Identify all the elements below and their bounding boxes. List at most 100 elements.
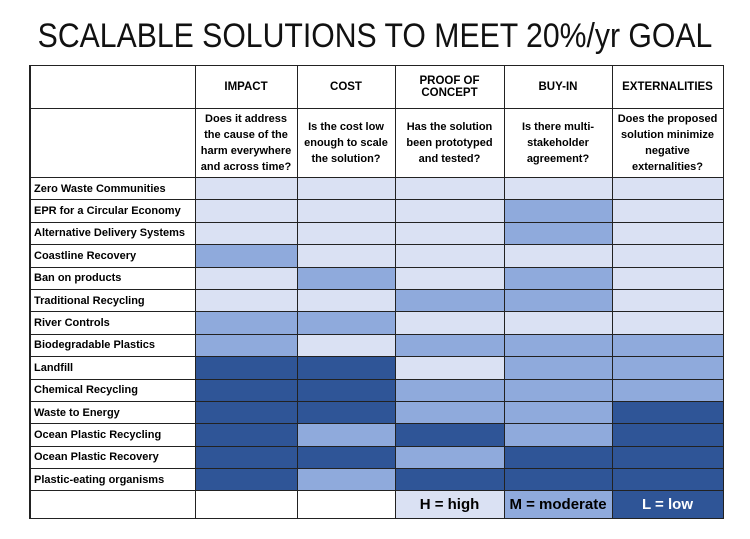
solutions-table: IMPACT COST PROOF OF CONCEPT BUY-IN EXTE… <box>29 65 724 520</box>
rating-cell-impact <box>194 423 298 447</box>
rating-cell-cost <box>296 311 396 335</box>
rating-cell-buy-in <box>503 311 613 335</box>
empty-header-cell <box>29 65 196 109</box>
rating-cell-proof-of-concept <box>394 199 505 223</box>
row-label: Plastic-eating organisms <box>29 468 196 492</box>
column-header: PROOF OF CONCEPT <box>394 65 505 109</box>
rating-cell-impact <box>194 176 298 201</box>
rating-cell-cost <box>296 400 396 425</box>
column-question: Has the solution been prototyped and tes… <box>394 108 505 178</box>
rating-cell-cost <box>296 378 396 402</box>
rating-cell-buy-in <box>503 400 613 425</box>
table-row: Biodegradable Plastics <box>29 333 724 358</box>
rating-cell-impact <box>194 244 298 268</box>
rating-cell-proof-of-concept <box>394 378 505 402</box>
table-row: EPR for a Circular Economy <box>29 199 724 223</box>
empty-header-cell <box>29 108 196 178</box>
rating-cell-externalities <box>611 468 724 492</box>
slide-title: SCALABLE SOLUTIONS TO MEET 20%/yr GOAL <box>37 17 713 55</box>
rating-cell-cost <box>296 221 396 246</box>
column-question: Does the proposed solution minimize nega… <box>611 108 724 178</box>
column-question: Does it address the cause of the harm ev… <box>194 108 298 178</box>
row-label: Ban on products <box>29 266 196 290</box>
rating-cell-cost <box>296 333 396 358</box>
table-row: Coastline Recovery <box>29 244 724 268</box>
rating-cell-impact <box>194 400 298 425</box>
rating-cell-buy-in <box>503 378 613 402</box>
table-row: Zero Waste Communities <box>29 176 724 201</box>
column-header: COST <box>296 65 396 109</box>
empty-cell <box>296 490 396 520</box>
rating-cell-buy-in <box>503 288 613 313</box>
column-question: Is the cost low enough to scale the solu… <box>296 108 396 178</box>
rating-cell-proof-of-concept <box>394 266 505 290</box>
rating-cell-impact <box>194 468 298 492</box>
row-label: Chemical Recycling <box>29 378 196 402</box>
rating-cell-impact <box>194 445 298 470</box>
rating-cell-externalities <box>611 176 724 201</box>
rating-cell-buy-in <box>503 356 613 380</box>
header-row: IMPACT COST PROOF OF CONCEPT BUY-IN EXTE… <box>29 65 724 109</box>
column-header: IMPACT <box>194 65 298 109</box>
table-row: River Controls <box>29 311 724 335</box>
rating-cell-externalities <box>611 423 724 447</box>
table-row: Chemical Recycling <box>29 378 724 402</box>
row-label: Zero Waste Communities <box>29 176 196 201</box>
rating-cell-externalities <box>611 199 724 223</box>
row-label: Landfill <box>29 356 196 380</box>
rating-cell-proof-of-concept <box>394 221 505 246</box>
rating-cell-proof-of-concept <box>394 356 505 380</box>
column-header: EXTERNALITIES <box>611 65 724 109</box>
rating-cell-impact <box>194 288 298 313</box>
table-row: Landfill <box>29 356 724 380</box>
rating-cell-impact <box>194 221 298 246</box>
rating-cell-externalities <box>611 400 724 425</box>
rating-cell-cost <box>296 468 396 492</box>
rating-cell-externalities <box>611 244 724 268</box>
rating-cell-proof-of-concept <box>394 244 505 268</box>
rating-cell-buy-in <box>503 221 613 246</box>
rating-cell-proof-of-concept <box>394 445 505 470</box>
row-label: Waste to Energy <box>29 400 196 425</box>
rating-cell-cost <box>296 266 396 290</box>
rating-cell-proof-of-concept <box>394 311 505 335</box>
rating-cell-buy-in <box>503 176 613 201</box>
rating-cell-cost <box>296 423 396 447</box>
column-header: BUY-IN <box>503 65 613 109</box>
row-label: Coastline Recovery <box>29 244 196 268</box>
table-row: Alternative Delivery Systems <box>29 221 724 246</box>
rating-cell-cost <box>296 244 396 268</box>
legend-m: M = moderate <box>503 490 613 520</box>
rating-cell-externalities <box>611 378 724 402</box>
rating-cell-buy-in <box>503 423 613 447</box>
rating-cell-externalities <box>611 288 724 313</box>
rating-cell-impact <box>194 311 298 335</box>
rating-cell-proof-of-concept <box>394 333 505 358</box>
rating-cell-cost <box>296 176 396 201</box>
column-question: Is there multi-stakeholder agreement? <box>503 108 613 178</box>
row-label: Alternative Delivery Systems <box>29 221 196 246</box>
table-row: Ocean Plastic Recovery <box>29 445 724 470</box>
table-row: Waste to Energy <box>29 400 724 425</box>
row-label: River Controls <box>29 311 196 335</box>
row-label: Biodegradable Plastics <box>29 333 196 358</box>
rating-cell-cost <box>296 199 396 223</box>
rating-cell-proof-of-concept <box>394 468 505 492</box>
rating-cell-cost <box>296 445 396 470</box>
rating-cell-impact <box>194 199 298 223</box>
rating-cell-buy-in <box>503 199 613 223</box>
row-label: Ocean Plastic Recovery <box>29 445 196 470</box>
row-label: EPR for a Circular Economy <box>29 199 196 223</box>
rating-cell-buy-in <box>503 244 613 268</box>
rating-cell-proof-of-concept <box>394 400 505 425</box>
rating-cell-buy-in <box>503 468 613 492</box>
rating-cell-buy-in <box>503 445 613 470</box>
table-row: Traditional Recycling <box>29 288 724 313</box>
legend-row: H = high M = moderate L = low <box>29 490 724 520</box>
rating-cell-buy-in <box>503 333 613 358</box>
rating-cell-externalities <box>611 266 724 290</box>
rating-cell-cost <box>296 356 396 380</box>
table-row: Plastic-eating organisms <box>29 468 724 492</box>
rating-cell-externalities <box>611 356 724 380</box>
rating-cell-impact <box>194 266 298 290</box>
